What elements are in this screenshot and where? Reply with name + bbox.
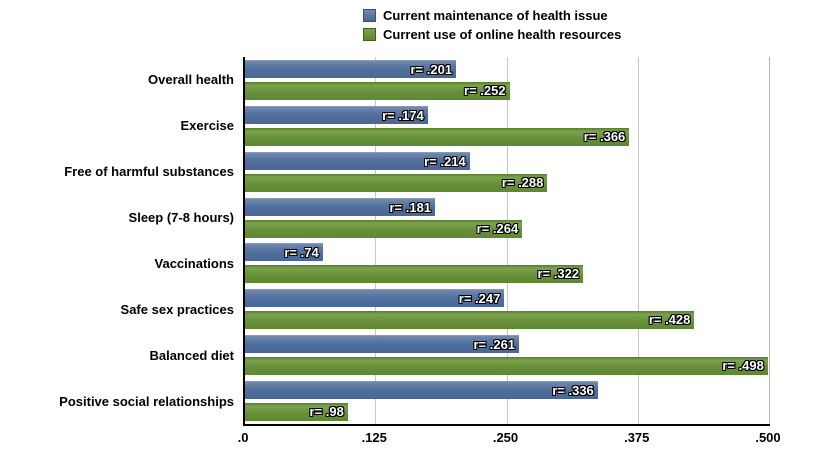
legend-label: Current use of online health resources bbox=[383, 27, 622, 42]
maintenance-bar: r= .214 bbox=[245, 151, 470, 170]
online-resources-bar: r= .252 bbox=[245, 81, 510, 100]
x-tick-label: .0 bbox=[237, 430, 249, 445]
bar-value-label: r= .498 bbox=[722, 358, 764, 374]
x-tick-label: .500 bbox=[755, 430, 781, 445]
category-label: Positive social relationships bbox=[59, 393, 234, 409]
x-tick-label: .125 bbox=[361, 430, 387, 445]
gridline bbox=[375, 57, 377, 424]
bar-value-label: r= .252 bbox=[464, 82, 506, 98]
legend-swatch-icon bbox=[363, 9, 376, 22]
bar-group: r= .336 r= .98 bbox=[245, 378, 770, 424]
bar-value-label: r= .98 bbox=[309, 404, 344, 420]
x-axis: .0 .125 .250 .375 .500 bbox=[238, 430, 781, 448]
legend-swatch-icon bbox=[363, 28, 376, 41]
online-resources-bar: r= .366 bbox=[245, 127, 630, 146]
category-axis-labels: Overall health Exercise Free of harmful su… bbox=[0, 57, 234, 424]
online-resources-bar: r= .498 bbox=[245, 357, 768, 376]
plot-area: r= .201 r= .252 r= .174 r= .366 r= .214 r= .2… bbox=[243, 57, 770, 426]
maintenance-bar: r= .181 bbox=[245, 197, 436, 216]
online-resources-bar: r= .98 bbox=[245, 403, 348, 422]
bar-value-label: r= .288 bbox=[501, 174, 544, 190]
bar-group: r= .74 r= .322 bbox=[245, 241, 770, 287]
gridline bbox=[637, 57, 639, 424]
category-label: Sleep (7-8 hours) bbox=[128, 210, 234, 226]
chart-legend: Current maintenance of health issue Curre… bbox=[363, 8, 621, 42]
maintenance-bar: r= .247 bbox=[245, 289, 505, 308]
bar-value-label: r= .247 bbox=[458, 291, 501, 307]
bar-value-label: r= .264 bbox=[476, 220, 519, 236]
maintenance-bar: r= .336 bbox=[245, 381, 598, 400]
gridline bbox=[769, 57, 770, 424]
gridline bbox=[506, 57, 508, 424]
online-resources-bar: r= .288 bbox=[245, 173, 548, 192]
bar-value-label: r= .181 bbox=[389, 199, 432, 215]
bar-value-label: r= .366 bbox=[583, 128, 626, 144]
maintenance-bar: r= .174 bbox=[245, 105, 428, 124]
legend-label: Current maintenance of health issue bbox=[383, 8, 608, 23]
maintenance-bar: r= .201 bbox=[245, 59, 457, 78]
legend-item: Current use of online health resources bbox=[363, 27, 621, 42]
x-tick-label: .250 bbox=[492, 430, 519, 445]
bar-group: r= .261 r= .498 bbox=[245, 332, 770, 378]
bar-group: r= .181 r= .264 bbox=[245, 195, 770, 241]
category-label: Vaccinations bbox=[154, 255, 234, 271]
bar-value-label: r= .201 bbox=[410, 61, 453, 77]
maintenance-bar: r= .261 bbox=[245, 335, 520, 354]
bar-value-label: r= .74 bbox=[284, 245, 319, 261]
bar-value-label: r= .322 bbox=[537, 266, 580, 282]
bar-group: r= .174 r= .366 bbox=[245, 103, 770, 149]
bar-value-label: r= .174 bbox=[382, 107, 424, 123]
online-resources-bar: r= .322 bbox=[245, 265, 584, 284]
online-resources-bar: r= .428 bbox=[245, 311, 695, 330]
bar-value-label: r= .428 bbox=[648, 312, 691, 328]
category-label: Safe sex practices bbox=[120, 301, 234, 317]
bar-value-label: r= .214 bbox=[424, 153, 466, 169]
category-label: Free of harmful substances bbox=[64, 164, 234, 180]
online-resources-bar: r= .264 bbox=[245, 219, 523, 238]
bar-group: r= .201 r= .252 bbox=[245, 57, 770, 103]
bar-rows: r= .201 r= .252 r= .174 r= .366 r= .214 r= .2… bbox=[245, 57, 770, 424]
bar-group: r= .247 r= .428 bbox=[245, 286, 770, 332]
maintenance-bar: r= .74 bbox=[245, 243, 323, 262]
category-label: Balanced diet bbox=[149, 347, 234, 363]
category-label: Exercise bbox=[180, 118, 235, 134]
bar-group: r= .214 r= .288 bbox=[245, 149, 770, 195]
legend-item: Current maintenance of health issue bbox=[363, 8, 621, 23]
bar-value-label: r= .336 bbox=[552, 383, 594, 399]
category-label: Overall health bbox=[148, 72, 234, 88]
x-tick-label: .375 bbox=[624, 430, 650, 445]
bar-value-label: r= .261 bbox=[473, 337, 516, 353]
